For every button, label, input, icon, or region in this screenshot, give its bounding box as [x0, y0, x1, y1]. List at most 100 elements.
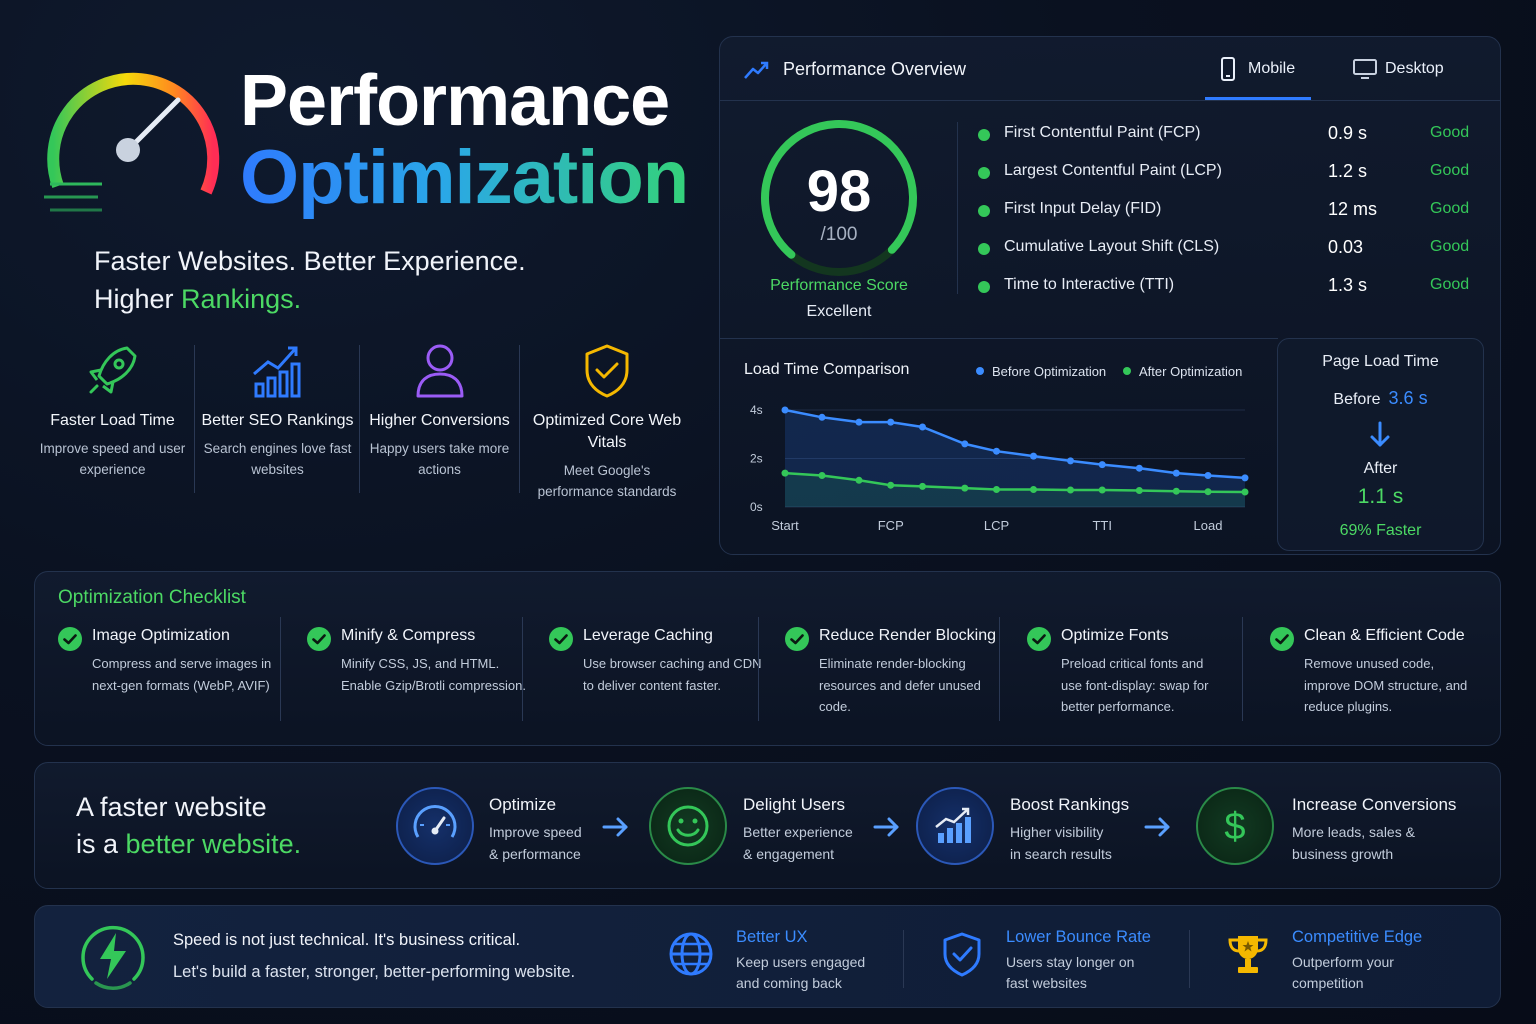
- data-point: [1204, 488, 1212, 496]
- step-rankings-circle: [916, 787, 994, 865]
- benefit-desc-line: competition: [1292, 975, 1364, 991]
- legend-before: Before Optimization: [976, 364, 1106, 379]
- check-circle-icon: [1270, 627, 1294, 651]
- benefit-desc: Users stay longer on fast websites: [1006, 952, 1134, 994]
- trend-up-icon: [744, 61, 769, 79]
- panel-divider: [720, 338, 1278, 339]
- tab-desktop[interactable]: Desktop: [1345, 50, 1465, 100]
- tagline-line2-prefix: Higher: [94, 284, 182, 314]
- panel-title: Performance Overview: [783, 59, 967, 79]
- step-desc-line: Higher visibility: [1010, 824, 1104, 840]
- metric-row-cls: Cumulative Layout Shift (CLS) 0.03 Good: [978, 236, 1478, 262]
- data-point: [1241, 488, 1249, 496]
- metric-name: Cumulative Layout Shift (CLS): [1004, 238, 1220, 255]
- data-point: [1098, 461, 1106, 469]
- checklist-item-title: Optimize Fonts: [1061, 627, 1169, 644]
- status-dot: [978, 243, 990, 255]
- series-line: [784, 471, 1246, 494]
- flow-headline-line1: A faster website: [76, 792, 267, 822]
- x-tick-label: LCP: [984, 518, 1009, 533]
- x-tick-label: Load: [1194, 518, 1223, 533]
- benefit-title: Better UX: [736, 928, 808, 946]
- check-circle-icon: [58, 627, 82, 651]
- checklist-item-title: Image Optimization: [92, 627, 230, 644]
- monitor-icon: [1353, 59, 1377, 79]
- data-point: [887, 418, 895, 426]
- checklist-item-title: Reduce Render Blocking: [819, 627, 996, 644]
- step-desc: Higher visibility in search results: [1010, 821, 1112, 865]
- tab-label: Mobile: [1248, 60, 1296, 77]
- series-area: [785, 410, 1245, 507]
- metric-name: Largest Contentful Paint (LCP): [1004, 162, 1222, 179]
- data-point: [781, 469, 789, 477]
- rocket-icon: [89, 346, 136, 394]
- feature-desc: Improve speed and user experience: [39, 441, 186, 477]
- shield-icon: [943, 932, 981, 977]
- flow-headline-line2: is a better website.: [76, 829, 301, 860]
- data-point: [1098, 486, 1106, 494]
- metric-name: Time to Interactive (TTI): [1004, 276, 1175, 293]
- tagline-highlight: Rankings.: [181, 284, 302, 314]
- data-point: [993, 486, 1000, 493]
- smiley-icon: [667, 805, 709, 847]
- checklist-item-title: Clean & Efficient Code: [1304, 627, 1465, 644]
- benefit-title: Lower Bounce Rate: [1006, 928, 1151, 946]
- data-point: [1067, 486, 1074, 494]
- metric-value: 0.9 s: [1328, 123, 1368, 143]
- growth-chart-icon: [935, 807, 971, 843]
- feature-title: Higher Conversions: [369, 412, 510, 429]
- step-delight-circle: [649, 787, 727, 865]
- user-icon: [416, 344, 463, 398]
- tab-mobile[interactable]: Mobile: [1205, 50, 1311, 100]
- benefit-desc: Keep users engaged and coming back: [736, 952, 865, 994]
- x-tick-label: Start: [771, 518, 799, 533]
- page-load-before: Before 3.6 s: [1277, 388, 1484, 409]
- feature-conversions: Higher Conversions Happy users take more…: [357, 340, 522, 480]
- data-point: [781, 406, 789, 414]
- checklist-divider: [1242, 617, 1243, 721]
- optimization-checklist-panel: [34, 571, 1501, 746]
- data-point: [919, 482, 926, 490]
- shield-check-icon: [585, 344, 629, 398]
- feature-faster-load: Faster Load Time Improve speed and user …: [30, 340, 195, 480]
- trophy-icon: [1228, 936, 1268, 973]
- chart-title: Load Time Comparison: [744, 361, 910, 378]
- lightning-bolt-icon: [81, 925, 145, 991]
- feature-desc: Meet Google's performance standards: [537, 463, 677, 499]
- step-desc: More leads, sales & business growth: [1292, 821, 1415, 865]
- data-point: [1204, 472, 1212, 479]
- arrow-right-icon: [602, 817, 628, 837]
- flow-highlight: better website.: [125, 829, 302, 859]
- data-point: [1172, 487, 1180, 495]
- check-circle-icon: [1027, 627, 1051, 651]
- svg-text:$: $: [1224, 806, 1245, 848]
- check-circle-icon: [785, 627, 809, 651]
- checklist-item-desc: Eliminate render-blocking resources and …: [819, 656, 981, 714]
- feature-core-web-vitals: Optimized Core Web Vitals Meet Google's …: [524, 340, 690, 502]
- y-tick-label: 2s: [750, 452, 763, 466]
- checklist-title: Optimization Checklist: [58, 587, 246, 608]
- bar-chart-growth-icon: [252, 346, 300, 398]
- metric-status: Good: [1430, 124, 1470, 141]
- step-optimize-circle: [396, 787, 474, 865]
- metric-value: 0.03: [1328, 237, 1364, 257]
- step-title: Optimize: [489, 795, 557, 814]
- legend-after: After Optimization: [1123, 364, 1242, 379]
- data-point: [1172, 469, 1180, 477]
- checklist-item-desc: Minify CSS, JS, and HTML. Enable Gzip/Br…: [341, 656, 526, 693]
- series-line: [784, 408, 1246, 480]
- data-point: [855, 418, 863, 426]
- status-dot: [978, 281, 990, 293]
- tab-label: Desktop: [1385, 60, 1444, 77]
- data-point: [961, 440, 969, 448]
- metric-status: Good: [1430, 276, 1470, 293]
- metric-name: First Contentful Paint (FCP): [1004, 124, 1201, 141]
- step-desc-line: business growth: [1292, 846, 1394, 862]
- hero-title-line1: Performance: [240, 61, 670, 141]
- metric-name: First Input Delay (FID): [1004, 200, 1162, 217]
- banner-subline: Let's build a faster, stronger, better-p…: [173, 963, 576, 981]
- status-dot: [978, 205, 990, 217]
- metric-value: 1.3 s: [1328, 275, 1368, 295]
- checklist-divider: [999, 617, 1000, 721]
- score-max: /100: [820, 224, 858, 245]
